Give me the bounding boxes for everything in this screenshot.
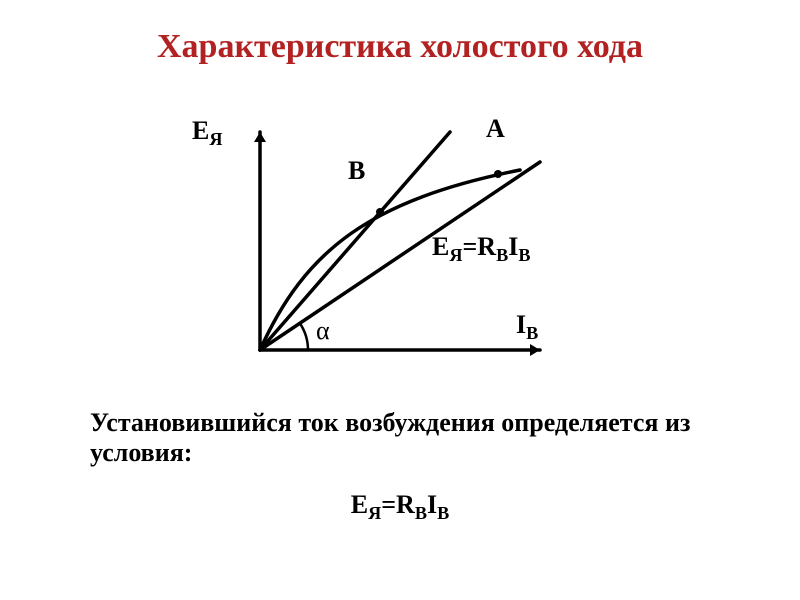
label-B: B [348, 156, 365, 186]
label-Eya: EЯ [192, 116, 222, 150]
point-B [376, 208, 384, 216]
page-title: Характеристика холостого хода [0, 28, 800, 66]
label-eq: EЯ=RВIВ [432, 232, 530, 266]
label-Ib: IВ [516, 310, 538, 344]
label-A: A [486, 114, 505, 144]
y-axis-arrow [254, 132, 266, 142]
equation-line: EЯ=RВIВ [0, 490, 800, 524]
point-A [494, 170, 502, 178]
label-alpha: α [316, 316, 330, 346]
caption-text: Установившийся ток возбуждения определяе… [90, 408, 730, 468]
angle-arc [300, 323, 308, 350]
x-axis-arrow [530, 344, 540, 356]
